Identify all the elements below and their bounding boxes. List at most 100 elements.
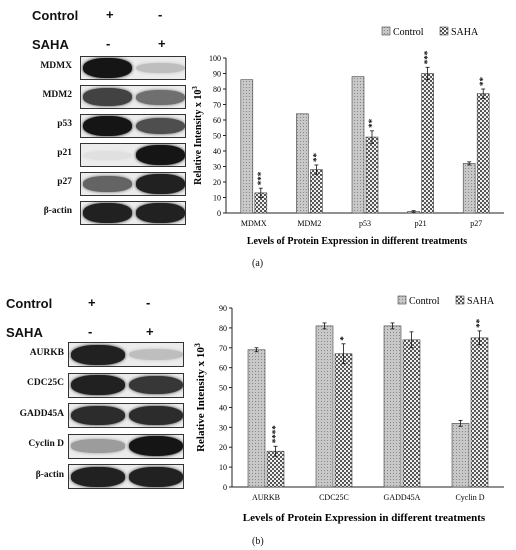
- blot-strip: [80, 143, 186, 167]
- blot-strip: [68, 433, 184, 459]
- significance-marker: ****: [271, 425, 281, 444]
- lane-sign: -: [146, 295, 151, 310]
- category-label: p53: [359, 219, 371, 228]
- blot-band: [83, 150, 132, 160]
- blot-band: [129, 375, 183, 395]
- y-tick-label: 40: [213, 147, 221, 156]
- legend-label: SAHA: [467, 296, 495, 307]
- blot-band: [129, 348, 183, 361]
- blot-band: [71, 405, 125, 426]
- bar-saha: [476, 93, 490, 214]
- y-axis-label: Relative Intensity x 103: [192, 86, 204, 185]
- panel-a: Control + - SAHA - + MDMX MDM2 p53 p21 p27 β-…: [32, 7, 504, 269]
- x-axis-label: Levels of Protein Expression in differen…: [243, 512, 486, 524]
- legend-label: Control: [393, 27, 424, 38]
- category-label: Cyclin D: [455, 493, 484, 502]
- y-tick-label: 20: [219, 443, 227, 452]
- blot-label: p27: [57, 177, 72, 187]
- y-tick-label: 30: [219, 423, 227, 432]
- lane-sign: -: [158, 7, 163, 22]
- category-label: AURKB: [252, 493, 280, 502]
- blot-band: [136, 145, 185, 165]
- y-tick-label: 10: [219, 463, 227, 472]
- y-tick-label: 70: [219, 344, 227, 353]
- significance-marker: **: [311, 152, 321, 162]
- bar-control: [462, 163, 476, 214]
- legend-swatch: [381, 26, 391, 36]
- panel-label-a: (a): [252, 258, 264, 269]
- condition-label-control: Control: [6, 296, 53, 311]
- bar-saha: [470, 337, 489, 488]
- category-label: p27: [470, 219, 482, 228]
- blot-band: [83, 116, 132, 136]
- blot-band: [129, 405, 183, 426]
- blot-strip: [80, 172, 186, 196]
- blot-strip: [80, 56, 186, 80]
- bar-control: [247, 349, 266, 488]
- blot-label: GADD45A: [19, 408, 64, 419]
- category-label: MDMX: [241, 219, 267, 228]
- y-tick-label: 70: [213, 101, 221, 110]
- blot-band: [71, 344, 125, 365]
- blot-label: p21: [57, 148, 72, 158]
- significance-marker: *: [339, 336, 349, 341]
- blot-band: [136, 203, 185, 223]
- significance-marker: ***: [423, 50, 433, 64]
- significance-marker: **: [478, 77, 488, 87]
- y-axis-label-text: Relative Intensity x 10: [195, 347, 207, 452]
- condition-label-saha: SAHA: [6, 325, 43, 340]
- blot-strip: [80, 201, 186, 225]
- y-tick-label: 60: [219, 364, 227, 373]
- y-tick-label: 80: [213, 85, 221, 94]
- legend-label: Control: [409, 296, 440, 307]
- blot-band: [129, 466, 183, 487]
- blot-band: [83, 88, 132, 106]
- lane-sign: -: [106, 36, 111, 51]
- panel-b: Control + - SAHA - + AURKB CDC25C GADD45A C…: [0, 280, 516, 550]
- bar-saha: [334, 353, 353, 488]
- bar-saha: [421, 73, 434, 214]
- blot-strip: [80, 114, 186, 138]
- blot-label: β-actin: [35, 469, 64, 480]
- blot-label: p53: [57, 119, 72, 129]
- condition-label-saha: SAHA: [32, 37, 69, 52]
- blot-band: [71, 439, 125, 453]
- legend-swatch: [455, 295, 465, 305]
- blot-strip: [68, 464, 184, 489]
- y-tick-label: 0: [223, 483, 227, 492]
- x-axis-label: Levels of Protein Expression in differen…: [247, 236, 467, 247]
- blot-band: [129, 435, 183, 457]
- bar-saha: [365, 136, 379, 214]
- legend-swatch: [397, 295, 407, 305]
- blot-label: MDMX: [40, 61, 72, 71]
- blot-label: Cyclin D: [28, 439, 64, 449]
- blot-label: CDC25C: [27, 378, 64, 388]
- y-tick-label: 90: [213, 70, 221, 79]
- y-axis-label-text: Relative Intensity x 10: [193, 90, 204, 185]
- blot-strip: [68, 342, 184, 367]
- blot-label: MDM2: [42, 90, 72, 100]
- blot-band: [71, 466, 125, 487]
- blot-band: [83, 203, 132, 223]
- y-axis-label-superscript: 3: [192, 86, 199, 90]
- y-axis-label-superscript: 3: [193, 343, 202, 347]
- blot-band: [136, 117, 185, 135]
- blot-label: AURKB: [29, 347, 64, 358]
- condition-label-control: Control: [32, 8, 79, 23]
- bar-control: [383, 325, 402, 488]
- y-axis-label: Relative Intensity x 103: [193, 343, 207, 452]
- bar-chart-panel-a: 0 10 20 30 40 50 60 70 80 90 100 Relative Intensity…: [192, 26, 504, 247]
- y-tick-label: 50: [213, 132, 221, 141]
- y-tick-label: 90: [219, 304, 227, 313]
- legend-swatch: [439, 26, 449, 36]
- y-tick-label: 30: [213, 163, 221, 172]
- lane-sign: -: [88, 324, 93, 339]
- bar-control: [296, 113, 309, 214]
- blot-strip: [68, 403, 184, 428]
- bar-control: [315, 325, 334, 488]
- blot-band: [136, 62, 185, 74]
- bar-control: [240, 79, 254, 214]
- blot-band: [83, 176, 132, 192]
- y-tick-label: 100: [209, 54, 221, 63]
- blot-strip: [68, 372, 184, 398]
